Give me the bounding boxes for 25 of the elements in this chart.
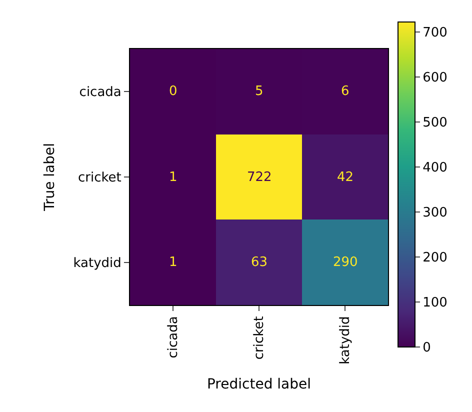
color-bar-label: 600 (422, 70, 448, 86)
data-label: 722 (247, 170, 272, 185)
x-axis-title: Predicted label (206, 376, 312, 393)
color-bar-label: 200 (422, 250, 448, 266)
color-bar-label: 100 (422, 295, 448, 310)
data-label: 0 (169, 84, 178, 99)
color-bar-label: 700 (422, 25, 448, 40)
color-bar-label: 300 (422, 205, 448, 220)
color-bar-label: 400 (422, 160, 448, 176)
data-label: 63 (251, 255, 268, 270)
x-tick-label: cricket (252, 316, 268, 360)
y-tick-label: cricket (78, 170, 122, 186)
data-label: 1 (169, 255, 178, 270)
color-bar-label: 500 (422, 115, 448, 130)
y-axis-title: True label (42, 142, 58, 212)
y-tick-label: katydid (73, 256, 122, 271)
x-tick-label: cicada (166, 316, 182, 358)
x-tick-label: katydid (338, 316, 354, 364)
color-bar-label: 0 (422, 340, 431, 356)
data-label: 1 (169, 170, 178, 185)
data-label: 5 (255, 84, 264, 99)
data-label: 290 (333, 255, 358, 270)
data-label: 6 (341, 84, 350, 99)
y-tick-label: cicada (79, 85, 122, 100)
data-label: 42 (337, 170, 354, 185)
